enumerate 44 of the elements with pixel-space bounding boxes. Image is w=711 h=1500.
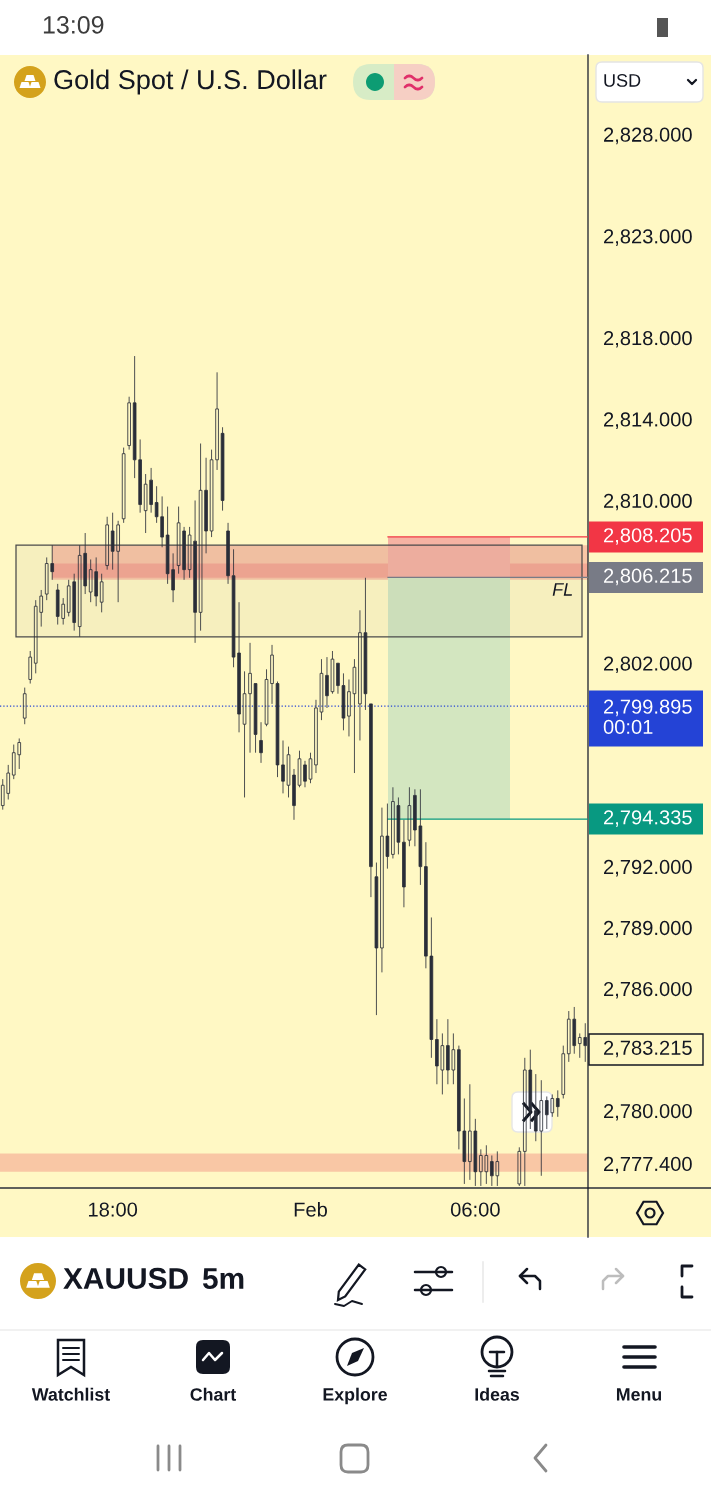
candlestick bbox=[127, 396, 131, 451]
candlestick bbox=[402, 819, 406, 908]
text: XAUUSD bbox=[63, 1267, 188, 1290]
y-tick-label: 2,802.000 bbox=[604, 656, 692, 674]
text: 13:09 bbox=[43, 16, 104, 34]
y-tick-label: 2,823.000 bbox=[604, 229, 692, 246]
text: Explore bbox=[323, 1387, 387, 1405]
ref-line-label: 2,799.895 00:01 bbox=[603, 699, 692, 735]
y-tick-label: 2,786.000 bbox=[604, 981, 692, 999]
candlestick bbox=[561, 1045, 566, 1099]
y-tick-label: 2,792.000 bbox=[604, 859, 692, 877]
text: Chart bbox=[190, 1387, 236, 1401]
y-tick-label: 2,818.000 bbox=[604, 330, 692, 348]
candlestick bbox=[28, 650, 33, 684]
x-tick-label: 06:00 bbox=[450, 1202, 500, 1217]
candlestick bbox=[253, 683, 258, 754]
candlestick bbox=[407, 786, 412, 847]
ref-line-label: 2,806.215 bbox=[604, 568, 692, 586]
candlestick bbox=[226, 522, 230, 585]
text: 2,783.215 bbox=[604, 1040, 692, 1058]
candlestick bbox=[22, 687, 27, 725]
candlestick bbox=[105, 516, 109, 571]
text: Menu bbox=[616, 1388, 662, 1401]
y-tick-label: 2,777.400 bbox=[604, 1156, 692, 1174]
ref-line-label: 2,808.205 bbox=[604, 528, 692, 545]
x-tick-label: 18:00 bbox=[88, 1202, 138, 1217]
y-tick-label: 2,810.000 bbox=[604, 493, 692, 511]
band-label: FL bbox=[552, 583, 572, 596]
x-tick-label: Feb bbox=[294, 1201, 327, 1217]
y-tick-label: 2,780.000 bbox=[604, 1103, 692, 1121]
y-tick-label: 2,828.000 bbox=[604, 127, 692, 145]
y-tick-label: 2,814.000 bbox=[604, 412, 692, 429]
text: Ideas bbox=[475, 1387, 519, 1401]
candlestick bbox=[259, 721, 263, 764]
y-tick-label: 2,789.000 bbox=[604, 920, 692, 938]
candlestick bbox=[369, 703, 373, 898]
text: 5m bbox=[202, 1268, 244, 1290]
text: Watchlist bbox=[31, 1387, 110, 1401]
chart-title: Gold Spot / U.S. Dollar bbox=[54, 69, 327, 95]
ref-line-label: 2,794.335 bbox=[604, 810, 692, 827]
candlestick bbox=[555, 1089, 560, 1118]
candlestick bbox=[374, 862, 379, 1016]
candlestick bbox=[220, 426, 225, 512]
text: USD bbox=[604, 74, 641, 87]
